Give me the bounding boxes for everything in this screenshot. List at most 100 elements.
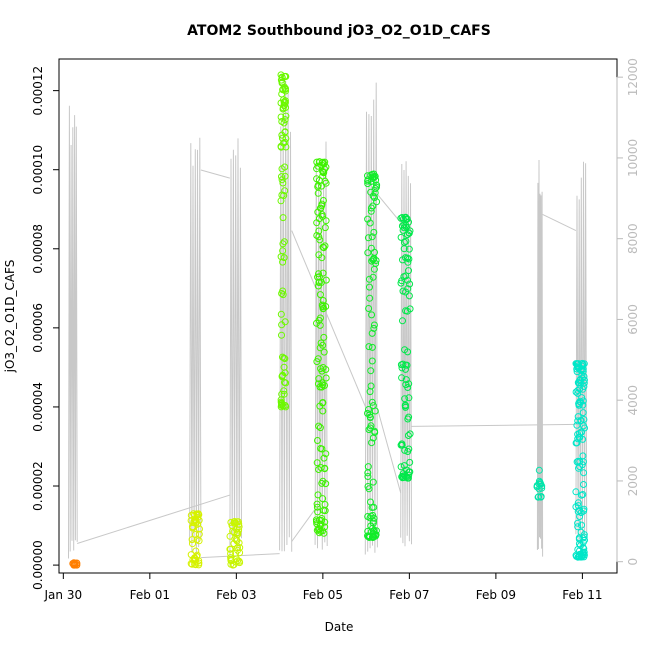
data-point (278, 173, 285, 181)
data-point (579, 549, 587, 557)
data-point (234, 557, 242, 565)
data-point (368, 504, 376, 511)
data-point (236, 549, 244, 557)
data-point (405, 445, 413, 453)
data-point (319, 364, 327, 371)
data-point (401, 346, 409, 354)
y2-tick-label: 4000 (626, 385, 640, 416)
data-point (315, 525, 322, 533)
data-point (279, 258, 287, 266)
data-point (366, 283, 373, 291)
data-point (400, 462, 408, 470)
data-point (319, 197, 327, 204)
data-point (365, 426, 373, 434)
data-point (404, 415, 412, 423)
data-point (313, 165, 321, 173)
scatter-points (69, 71, 588, 569)
data-point (369, 273, 377, 281)
data-point (318, 517, 325, 524)
data-point (281, 402, 289, 409)
altitude-connector-line (200, 169, 230, 179)
altitude-connector-line (542, 214, 577, 232)
x-tick-label: Feb 09 (476, 588, 516, 602)
data-point (535, 485, 543, 493)
data-point (226, 545, 234, 553)
data-point (319, 297, 327, 304)
data-point (314, 183, 322, 191)
x-tick-label: Feb 03 (216, 588, 256, 602)
data-point (400, 474, 408, 481)
data-point (574, 387, 582, 394)
data-point (367, 367, 375, 375)
data-point (279, 214, 287, 222)
data-point (189, 540, 196, 548)
data-point (367, 522, 375, 530)
data-point (574, 523, 582, 531)
data-point (371, 185, 379, 192)
y2-tick-label: 2000 (626, 466, 640, 497)
data-point (364, 463, 372, 471)
data-point (364, 532, 371, 540)
data-point (322, 217, 330, 225)
x-tick-label: Feb 07 (389, 588, 429, 602)
data-point (322, 163, 330, 171)
data-point (277, 310, 285, 318)
data-point (322, 276, 330, 284)
data-point (236, 559, 244, 567)
data-point (321, 464, 329, 472)
data-point (398, 222, 406, 230)
data-point (366, 411, 374, 419)
data-point (367, 512, 375, 520)
data-point (316, 236, 324, 244)
x-tick-label: Jan 30 (44, 588, 83, 602)
data-point (193, 551, 201, 559)
data-point (281, 85, 289, 93)
y-tick-label: 0.00010 (31, 145, 45, 195)
altitude-flight-trace (400, 161, 412, 547)
y2-tick-label: 8000 (626, 223, 640, 254)
data-point (533, 482, 541, 489)
y2-tick-label: 10000 (626, 139, 640, 177)
data-point (277, 71, 285, 79)
chart-title: ATOM2 Southbound jO3_O2_O1D_CAFS (187, 23, 491, 39)
data-point (368, 439, 376, 447)
data-point (572, 488, 580, 496)
data-point (368, 398, 376, 406)
data-point (574, 389, 582, 397)
data-point (320, 529, 328, 537)
data-point (317, 464, 325, 472)
data-point (227, 518, 235, 526)
data-point (319, 269, 327, 277)
data-point (399, 287, 407, 295)
data-point (369, 202, 377, 210)
data-point (365, 275, 373, 283)
altitude-flight-trace (536, 159, 544, 557)
altitude-connector-line (376, 193, 402, 223)
data-point (279, 353, 286, 361)
data-point (279, 86, 287, 94)
data-point (580, 481, 587, 488)
data-point (574, 379, 582, 387)
data-point (281, 172, 289, 180)
data-point (366, 514, 374, 522)
altitude-connector-line (77, 494, 231, 545)
data-point (192, 519, 200, 527)
data-point (281, 72, 289, 80)
data-point (369, 402, 377, 410)
data-point (370, 170, 378, 178)
data-point (318, 254, 326, 262)
data-point (195, 537, 203, 545)
y-tick-label: 0.00002 (31, 461, 45, 511)
data-point (580, 376, 588, 384)
data-point (314, 491, 322, 499)
data-point (321, 501, 329, 508)
data-point (320, 304, 327, 312)
data-point (281, 97, 289, 105)
data-point (406, 227, 414, 235)
data-point (227, 550, 235, 558)
data-point (406, 430, 414, 438)
data-point (319, 243, 327, 251)
y-axis-label: jO3_O2_O1D_CAFS (3, 260, 17, 374)
data-point (404, 276, 411, 284)
data-point (398, 440, 406, 448)
